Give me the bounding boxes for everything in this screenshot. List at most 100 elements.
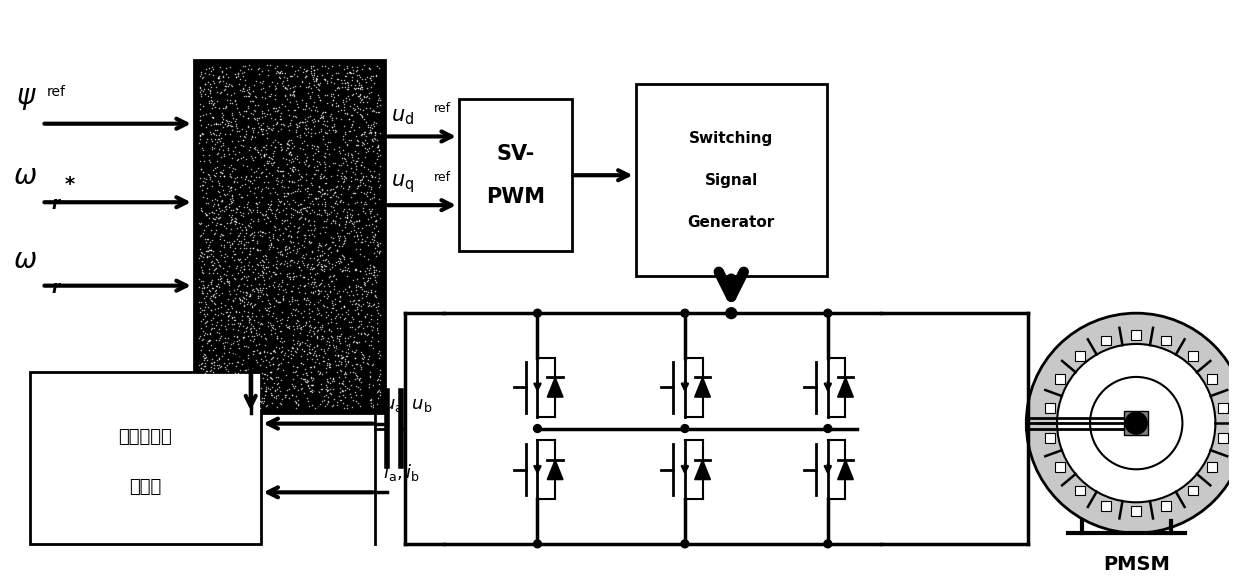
Point: [362, 237, 382, 246]
Point: [192, 252, 212, 261]
Point: [295, 159, 315, 168]
Point: [351, 348, 371, 357]
Point: [357, 145, 377, 154]
Point: [295, 374, 315, 383]
Point: [345, 80, 365, 89]
Point: [192, 130, 212, 139]
Point: [325, 218, 345, 228]
Point: [299, 123, 319, 132]
Point: [334, 398, 353, 407]
Point: [329, 176, 348, 185]
Point: [301, 67, 321, 76]
Point: [362, 300, 382, 309]
Point: [274, 72, 294, 81]
Point: [335, 336, 355, 345]
Point: [305, 194, 325, 203]
Point: [368, 386, 388, 395]
Point: [260, 388, 280, 397]
Point: [219, 169, 239, 179]
Point: [322, 296, 342, 305]
Point: [195, 249, 215, 258]
Point: [238, 312, 258, 321]
Point: [314, 206, 334, 215]
Text: $u_{\rm a},u_{\rm b}$: $u_{\rm a},u_{\rm b}$: [383, 396, 433, 414]
Point: [202, 323, 222, 332]
Point: [273, 291, 293, 300]
Point: [339, 358, 358, 367]
Point: [294, 137, 314, 146]
Point: [227, 234, 247, 243]
Point: [260, 384, 280, 393]
Point: [317, 69, 337, 78]
Point: [309, 157, 329, 166]
Point: [219, 202, 239, 211]
Point: [295, 281, 315, 290]
Point: [355, 312, 374, 321]
Point: [196, 351, 216, 360]
Point: [291, 266, 311, 275]
Point: [291, 241, 311, 250]
Point: [252, 227, 272, 236]
Point: [330, 255, 350, 264]
Point: [356, 180, 376, 190]
Point: [200, 79, 219, 89]
Point: [260, 302, 280, 312]
Point: [332, 174, 352, 183]
Point: [319, 126, 339, 135]
Point: [211, 302, 231, 311]
Point: [229, 281, 249, 290]
Point: [351, 365, 371, 374]
Point: [298, 336, 317, 345]
Point: [195, 355, 215, 365]
Point: [258, 199, 278, 209]
Point: [218, 370, 238, 379]
Point: [350, 72, 370, 81]
Point: [327, 228, 347, 237]
Point: [221, 172, 241, 181]
Point: [321, 192, 341, 202]
Point: [241, 89, 260, 98]
Point: [254, 151, 274, 160]
Point: [299, 215, 319, 225]
Point: [208, 214, 228, 223]
Point: [334, 301, 353, 310]
Point: [305, 223, 325, 233]
Point: [232, 387, 252, 396]
Point: [210, 334, 229, 343]
Point: [279, 352, 299, 361]
Text: $\Psi$: $\Psi$: [322, 342, 341, 362]
Point: [257, 99, 277, 108]
Point: [326, 347, 346, 357]
Point: [202, 208, 222, 217]
Point: [362, 71, 382, 81]
Point: [336, 219, 356, 229]
Point: [304, 373, 324, 382]
Point: [252, 231, 272, 240]
Point: [316, 178, 336, 187]
Point: [362, 106, 382, 115]
Point: [268, 180, 288, 189]
Point: [275, 83, 295, 92]
Point: [267, 234, 286, 244]
Point: [255, 385, 275, 394]
Point: [346, 228, 366, 237]
Point: [248, 260, 268, 270]
Point: [342, 210, 362, 219]
Point: [340, 204, 360, 214]
Point: [249, 245, 269, 255]
Point: [270, 230, 290, 240]
Point: [205, 143, 224, 153]
Point: [319, 244, 339, 253]
Point: [314, 131, 334, 141]
Point: [320, 360, 340, 369]
Point: [190, 275, 210, 284]
Point: [289, 287, 309, 297]
Point: [308, 65, 327, 74]
Point: [315, 162, 335, 172]
Point: [196, 374, 216, 383]
Point: [294, 260, 314, 270]
Point: [247, 330, 267, 339]
Bar: [1208, 374, 1218, 384]
Point: [257, 400, 277, 410]
Point: [191, 135, 211, 144]
